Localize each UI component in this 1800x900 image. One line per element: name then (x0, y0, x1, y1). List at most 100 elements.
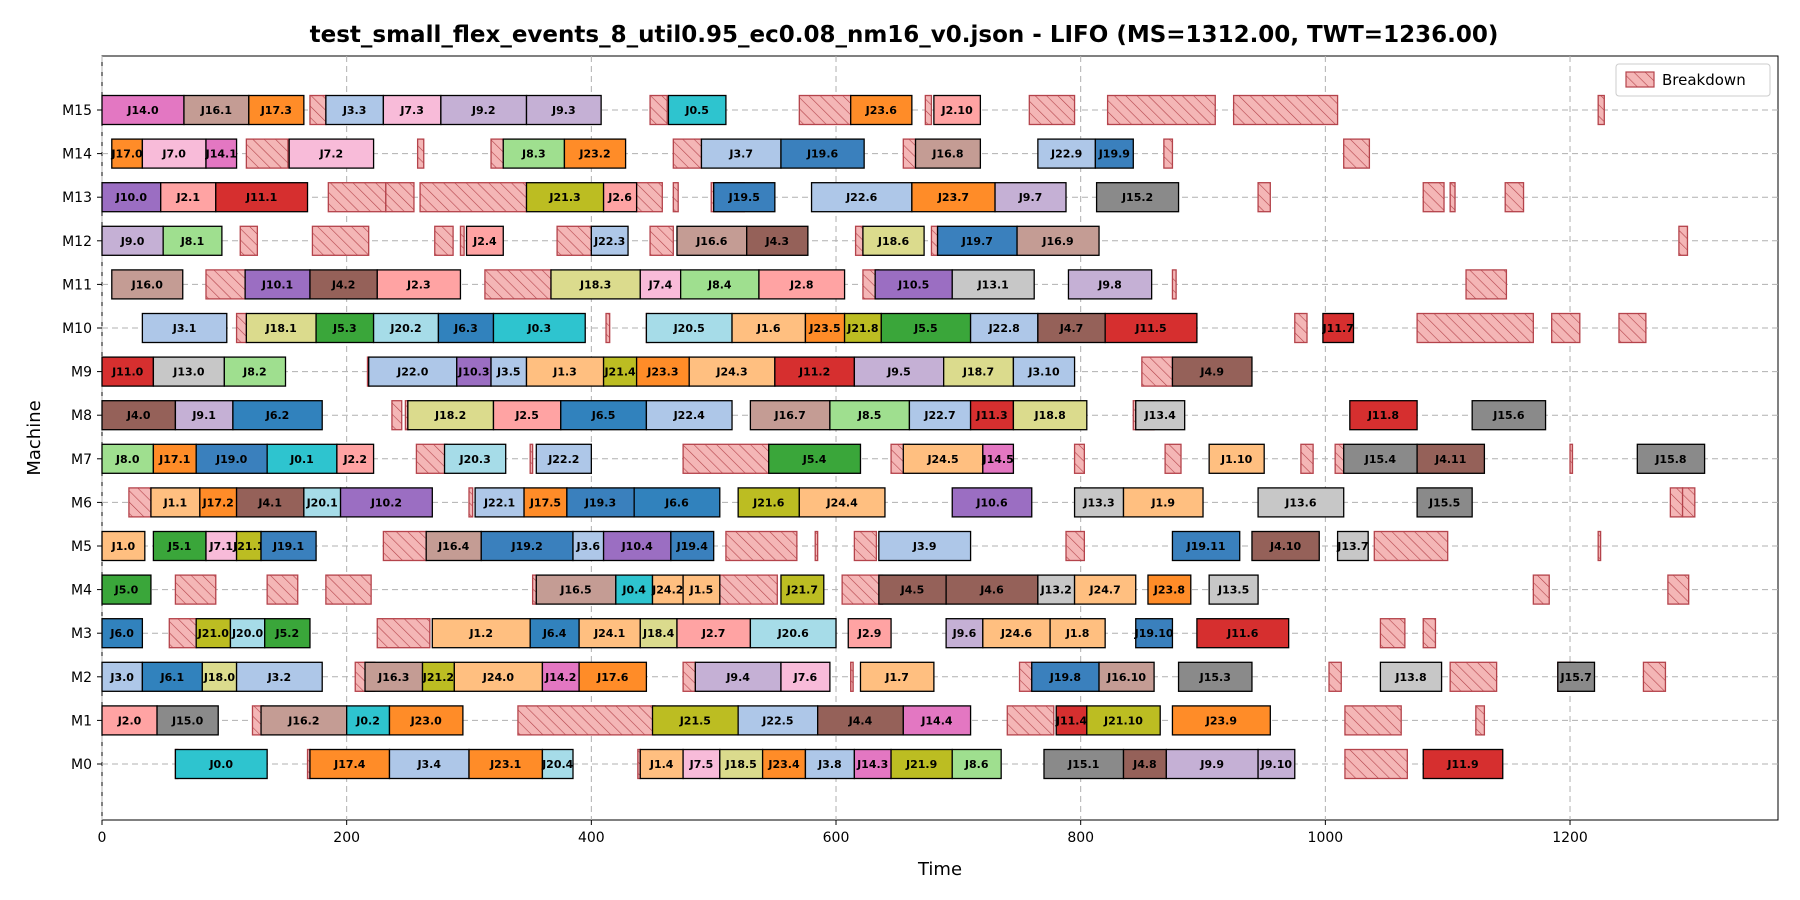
operation-label: J9.2 (471, 104, 496, 117)
operation-label: J18.2 (434, 409, 466, 422)
operation-bar (541, 748, 574, 780)
breakdown-bar (1569, 443, 1574, 474)
breakdown-bar (1006, 705, 1055, 736)
operation-label: J15.1 (1067, 758, 1099, 771)
legend: Breakdown (1615, 63, 1771, 97)
operation-label: J19.10 (1134, 627, 1174, 640)
operation-label: J0.1 (289, 453, 314, 466)
operation-label: J19.3 (584, 496, 616, 509)
breakdown-bar (850, 661, 854, 692)
operation-bar (101, 618, 144, 649)
operation-bar (480, 530, 574, 562)
y-tick-label: M9 (71, 365, 92, 381)
x-axis-label: Time (917, 859, 962, 880)
operation-label: J10.4 (621, 540, 654, 553)
operation-label: J1.0 (111, 540, 136, 553)
operation-label: J10.6 (975, 496, 1008, 509)
operation-label: J22.1 (483, 496, 515, 509)
operation-label: J14.5 (981, 453, 1013, 466)
operation-label: J15.8 (1654, 453, 1686, 466)
operation-label: J11.3 (975, 409, 1007, 422)
operation-bar (174, 400, 234, 431)
operation-bar (862, 225, 925, 256)
breakdown-bar (385, 182, 415, 213)
operation-bar (1196, 618, 1290, 649)
operation-label: J0.0 (208, 758, 233, 771)
operation-bar (215, 182, 309, 213)
breakdown-bar (1018, 661, 1033, 692)
operation-label: J3.1 (172, 322, 197, 335)
operation-bar (1012, 400, 1088, 431)
breakdown-bar (798, 94, 852, 126)
operation-bar (1094, 138, 1134, 169)
operation-bar (152, 443, 197, 474)
breakdown-bar (1344, 748, 1408, 780)
operation-bar (264, 618, 311, 649)
operation-label: J10.5 (897, 278, 929, 291)
operation-label: J4.7 (1059, 322, 1084, 335)
operation-bar (368, 356, 458, 387)
x-axis-ticks: 0 200 400 600 800 1000 1200 (98, 820, 1588, 846)
operation-label: J21.2 (422, 671, 454, 684)
operation-label: J11.2 (798, 366, 830, 379)
operation-label: J23.5 (808, 322, 840, 335)
operation-label: J9.6 (952, 627, 977, 640)
y-tick-label: M4 (71, 583, 92, 599)
operation-label: J5.1 (167, 540, 192, 553)
x-tick-label: 1000 (1308, 830, 1344, 846)
operation-bar (670, 530, 715, 562)
operation-label: J10.0 (115, 191, 148, 204)
operation-label: J5.2 (275, 627, 300, 640)
operation-bar (288, 138, 375, 169)
operation-bar (309, 748, 391, 780)
operation-bar (382, 94, 442, 126)
operation-label: J20.1 (306, 496, 338, 509)
operation-bar (578, 618, 641, 649)
operation-label: J15.0 (171, 714, 204, 727)
operation-bar (602, 356, 638, 387)
breakdown-bar (1065, 530, 1086, 562)
breakdown-bar (719, 574, 778, 605)
operation-label: J15.5 (1428, 496, 1460, 509)
operation-label: J23.4 (767, 758, 800, 771)
breakdown-bar (1171, 269, 1177, 300)
operation-bar (248, 94, 305, 126)
operation-bar (1349, 400, 1418, 431)
operation-bar (1557, 661, 1596, 692)
operation-label: J16.2 (287, 714, 319, 727)
operation-bar (951, 487, 1033, 518)
operation-label: J2.2 (342, 453, 367, 466)
operation-label: J24.0 (482, 671, 515, 684)
operation-label: J2.8 (789, 278, 814, 291)
operation-label: J13.6 (1284, 496, 1317, 509)
operation-label: J10.2 (370, 496, 402, 509)
operation-label: J5.4 (802, 453, 827, 466)
breakdown-bar (1678, 225, 1689, 256)
operation-label: J6.6 (664, 496, 689, 509)
breakdown-bar (245, 138, 289, 169)
operation-label: J4.9 (1199, 366, 1224, 379)
operation-label: J8.0 (115, 453, 140, 466)
operation-label: J3.5 (496, 366, 521, 379)
operation-bar (1037, 312, 1106, 344)
breakdown-bar (605, 312, 611, 344)
breakdown-bar (1164, 443, 1182, 474)
breakdown-bar (556, 225, 592, 256)
operation-label: J7.1 (208, 540, 233, 553)
operation-bar (645, 400, 733, 431)
x-tick-label: 200 (333, 830, 360, 846)
operation-label: J20.0 (231, 627, 264, 640)
operation-bar (1636, 443, 1706, 474)
operation-bar (679, 269, 760, 300)
operation-label: J19.2 (510, 540, 542, 553)
y-axis-label: Machine (24, 400, 45, 475)
breakdown-bar (930, 225, 939, 256)
operation-bar (492, 312, 586, 344)
x-tick-label: 0 (98, 830, 107, 846)
operation-label: J1.3 (552, 366, 577, 379)
breakdown-bar (1465, 269, 1508, 300)
operation-bar (774, 356, 856, 387)
breakdown-bar (168, 618, 197, 649)
operation-label: J21.8 (846, 322, 878, 335)
